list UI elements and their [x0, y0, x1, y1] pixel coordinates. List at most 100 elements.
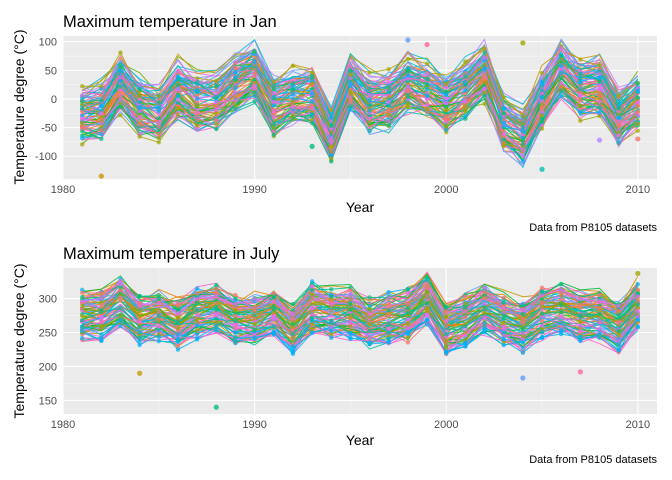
data-point: [463, 98, 468, 104]
data-point: [578, 75, 583, 80]
data-point: [271, 125, 276, 130]
data-point: [118, 318, 123, 324]
data-point: [252, 60, 257, 65]
data-point: [252, 306, 257, 312]
data-point: [635, 128, 641, 133]
data-point: [635, 310, 641, 315]
data-point: [501, 131, 506, 137]
data-point: [616, 309, 621, 314]
data-point: [597, 326, 602, 332]
data-point: [271, 99, 276, 105]
data-point: [405, 67, 411, 73]
data-point: [482, 86, 487, 91]
data-point: [309, 81, 315, 86]
data-point: [444, 119, 449, 124]
data-point: [367, 328, 372, 334]
data-point: [99, 295, 104, 301]
data-point: [233, 90, 238, 95]
y-tick-label: 150: [39, 395, 57, 407]
data-point: [616, 115, 621, 121]
data-point: [635, 294, 641, 299]
data-point: [635, 121, 641, 126]
data-point: [99, 136, 104, 142]
series-line: [82, 38, 638, 118]
data-point: [558, 313, 564, 318]
data-point: [252, 335, 257, 340]
data-point: [79, 93, 85, 98]
data-point: [290, 327, 296, 332]
series-line: [82, 47, 639, 130]
data-point: [348, 297, 353, 302]
data-point: [558, 331, 564, 337]
data-point: [444, 127, 449, 133]
data-point: [194, 113, 200, 119]
data-point: [137, 303, 142, 308]
data-point: [194, 80, 200, 85]
series-line: [82, 273, 639, 312]
data-point: [99, 326, 104, 332]
data-point: [367, 116, 372, 122]
data-point: [252, 49, 257, 54]
data-point: [156, 327, 162, 333]
data-point: [271, 324, 276, 329]
data-point: [597, 75, 602, 81]
data-point: [99, 317, 104, 322]
data-point: [367, 322, 372, 327]
data-point: [99, 103, 104, 109]
data-point: [175, 75, 181, 80]
data-point: [463, 323, 468, 329]
data-point: [156, 116, 162, 121]
y-tick-label: 200: [39, 361, 57, 373]
data-point: [558, 287, 564, 292]
data-point: [175, 319, 181, 324]
data-point: [252, 70, 257, 76]
data-point: [233, 330, 238, 335]
data-point: [79, 135, 85, 141]
data-point: [290, 308, 296, 313]
data-point: [137, 122, 142, 128]
data-point: [424, 305, 430, 310]
data-point: [214, 300, 219, 306]
data-point: [578, 322, 583, 328]
data-point: [558, 281, 564, 287]
data-point: [329, 324, 334, 329]
data-point: [578, 97, 583, 102]
data-point: [558, 93, 564, 98]
data-point: [348, 315, 353, 320]
data-point: [348, 80, 353, 85]
data-point: [348, 331, 353, 336]
data-point: [578, 79, 583, 84]
data-point: [367, 303, 372, 309]
data-point: [501, 124, 506, 129]
series-line: [82, 77, 639, 144]
data-point: [578, 319, 583, 324]
data-point: [309, 312, 315, 317]
data-point: [214, 117, 219, 123]
data-point: [309, 70, 315, 76]
data-point: [597, 299, 602, 304]
data-point: [79, 142, 85, 147]
data-point: [271, 103, 276, 108]
series-points: [79, 37, 641, 179]
data-point: [386, 107, 391, 112]
data-point: [597, 63, 602, 68]
data-point: [194, 308, 200, 313]
x-tick-label: 2010: [626, 419, 650, 431]
data-point: [405, 321, 411, 326]
data-point: [386, 308, 391, 313]
data-point: [137, 329, 142, 335]
data-point: [214, 78, 219, 83]
series-line: [82, 306, 639, 345]
x-axis-title: Year: [346, 432, 375, 448]
data-point: [463, 305, 468, 310]
data-point: [175, 112, 181, 117]
data-point: [271, 80, 276, 85]
data-point: [156, 131, 162, 136]
data-point: [367, 98, 372, 104]
outlier-point: [117, 281, 124, 287]
data-point: [424, 61, 430, 66]
outlier-point: [213, 404, 219, 410]
data-point: [501, 313, 506, 318]
data-point: [156, 135, 162, 141]
data-point: [290, 301, 296, 307]
